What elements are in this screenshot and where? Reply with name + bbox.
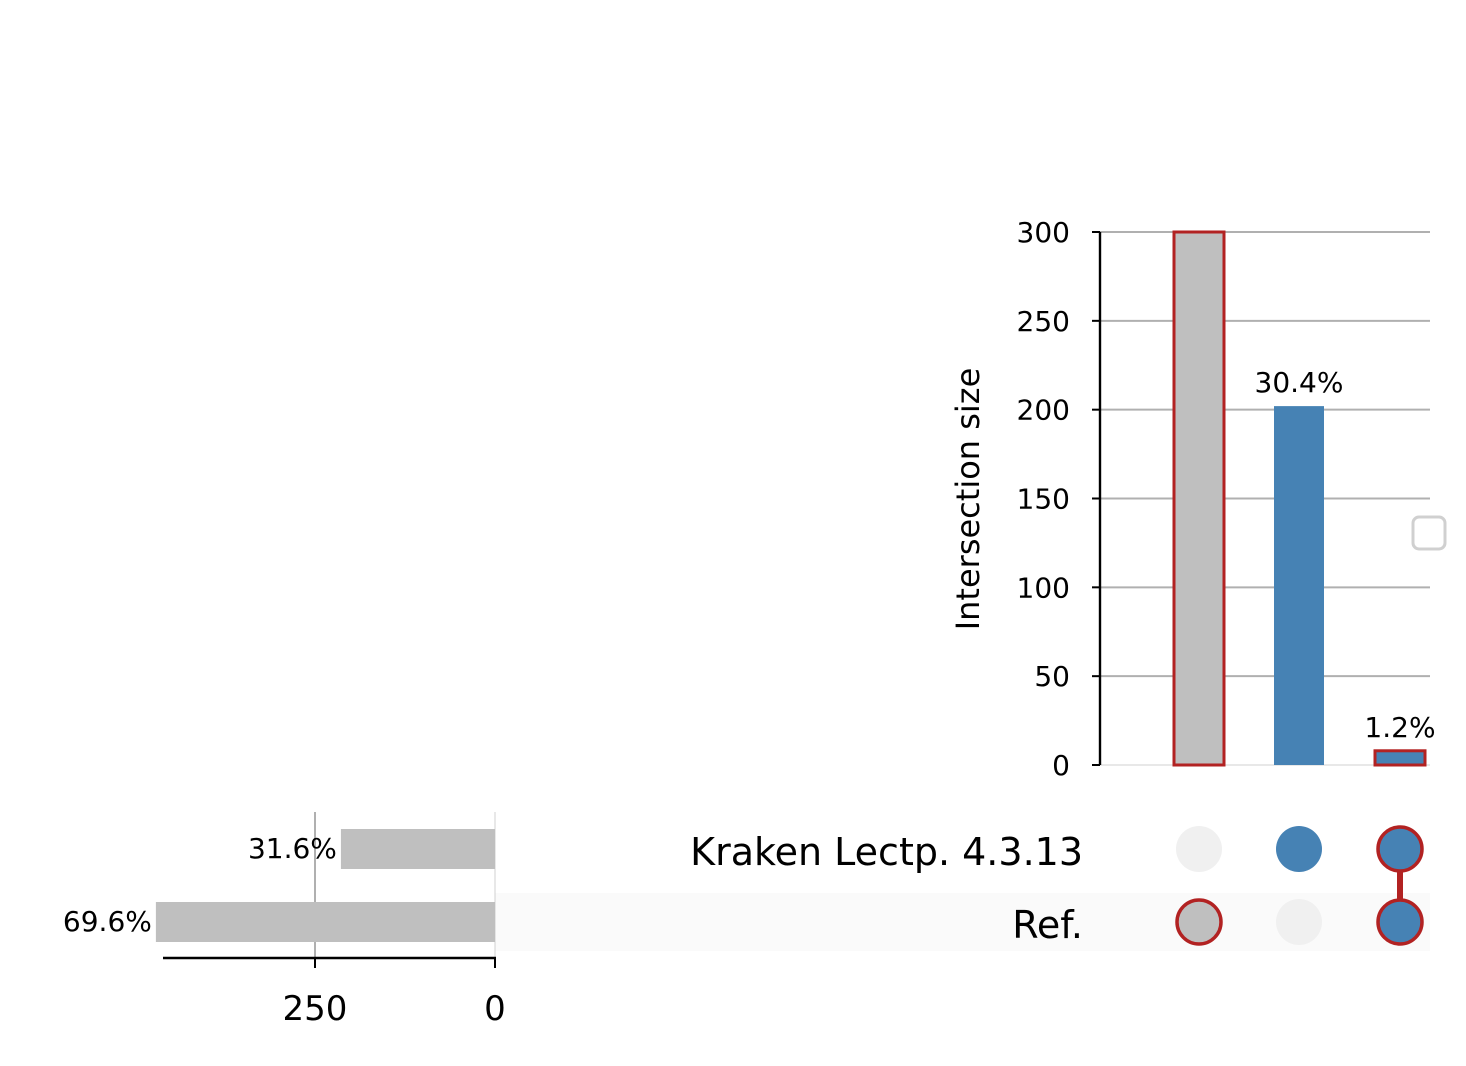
y-axis: 0 50 100 150 200 250 300 [1017,216,1102,782]
matrix-dot-inactive [1276,899,1322,945]
y-axis-label: Intersection size [949,368,987,631]
bar-value-label: 1.2% [1364,711,1435,744]
y-tick-label: 100 [1017,571,1070,604]
y-tick-label: 50 [1034,660,1070,693]
y-tick-label: 200 [1017,394,1070,427]
y-tick-label: 150 [1017,483,1070,516]
set-size-label: 69.6% [63,905,152,938]
set-size-label: 31.6% [248,832,337,865]
y-tick-label: 300 [1017,216,1070,249]
set-size-bars: 31.6% 69.6% 250 0 [63,812,506,1029]
matrix-dot-active [1175,898,1223,946]
set-size-tick-label: 250 [283,989,348,1029]
intersection-bar [1274,406,1324,765]
intersection-bars: 30.4% 1.2% [1172,230,1436,767]
y-gridlines [1100,231,1430,766]
set-name-label: Kraken Lectp. 4.3.13 [690,830,1083,874]
intersection-bar [1172,230,1226,767]
set-size-bar [155,902,495,942]
matrix-dot-active [1376,825,1424,873]
set-size-tick-label: 0 [484,989,506,1029]
matrix-dot-active [1376,898,1424,946]
intersection-matrix [1175,825,1424,946]
matrix-dot-active [1276,826,1322,872]
set-size-bar [340,829,495,869]
intersection-bar [1373,749,1427,767]
matrix-dot-inactive [1176,826,1222,872]
y-tick-label: 250 [1017,305,1070,338]
y-tick-label: 0 [1052,749,1070,782]
set-name-label: Ref. [1012,903,1083,947]
legend-box [1411,515,1447,551]
matrix-row-shade [495,893,1430,951]
set-names: Kraken Lectp. 4.3.13 Ref. [690,830,1083,947]
bar-value-label: 30.4% [1255,366,1344,399]
